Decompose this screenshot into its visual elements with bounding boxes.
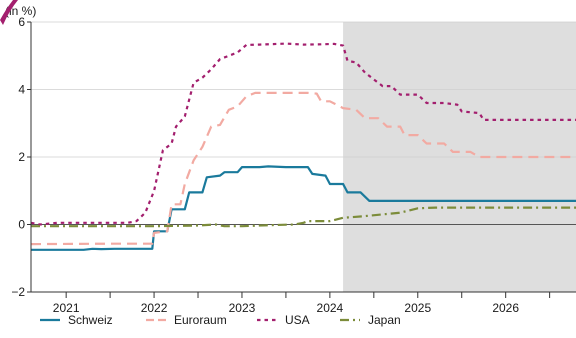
y-tick-label: 0 — [18, 218, 25, 232]
y-tick-label: −2 — [11, 285, 25, 299]
series-line-schweiz — [31, 165, 576, 251]
x-tick-label: 2021 — [53, 301, 80, 315]
y-unit-label: (in %) — [5, 4, 36, 18]
corner-accent-mark — [0, 0, 18, 25]
tick-labels-layer: −2 0 2 4 6 2021 2022 2023 2024 2025 2026 — [11, 15, 519, 315]
x-tick-label: 2025 — [404, 301, 431, 315]
y-tick-label: 4 — [18, 83, 25, 97]
series-line-euroraum — [30, 91, 576, 246]
legend-label-usa: USA — [285, 313, 310, 327]
x-tick-label: 2022 — [141, 301, 168, 315]
legend-label-japan: Japan — [368, 313, 401, 327]
y-tick-label: 6 — [18, 15, 25, 29]
legend-label-euroraum: Euroraum — [174, 313, 227, 327]
series-line-usa — [30, 42, 576, 226]
legend-label-schweiz: Schweiz — [68, 313, 113, 327]
series-layer — [30, 42, 576, 251]
legend: Schweiz Euroraum USA Japan — [40, 313, 401, 327]
y-tick-label: 2 — [18, 150, 25, 164]
x-tick-label: 2024 — [317, 301, 344, 315]
gridlines-layer — [31, 21, 576, 225]
x-tick-label: 2026 — [492, 301, 519, 315]
x-tick-label: 2023 — [229, 301, 256, 315]
axes-layer — [27, 21, 576, 298]
